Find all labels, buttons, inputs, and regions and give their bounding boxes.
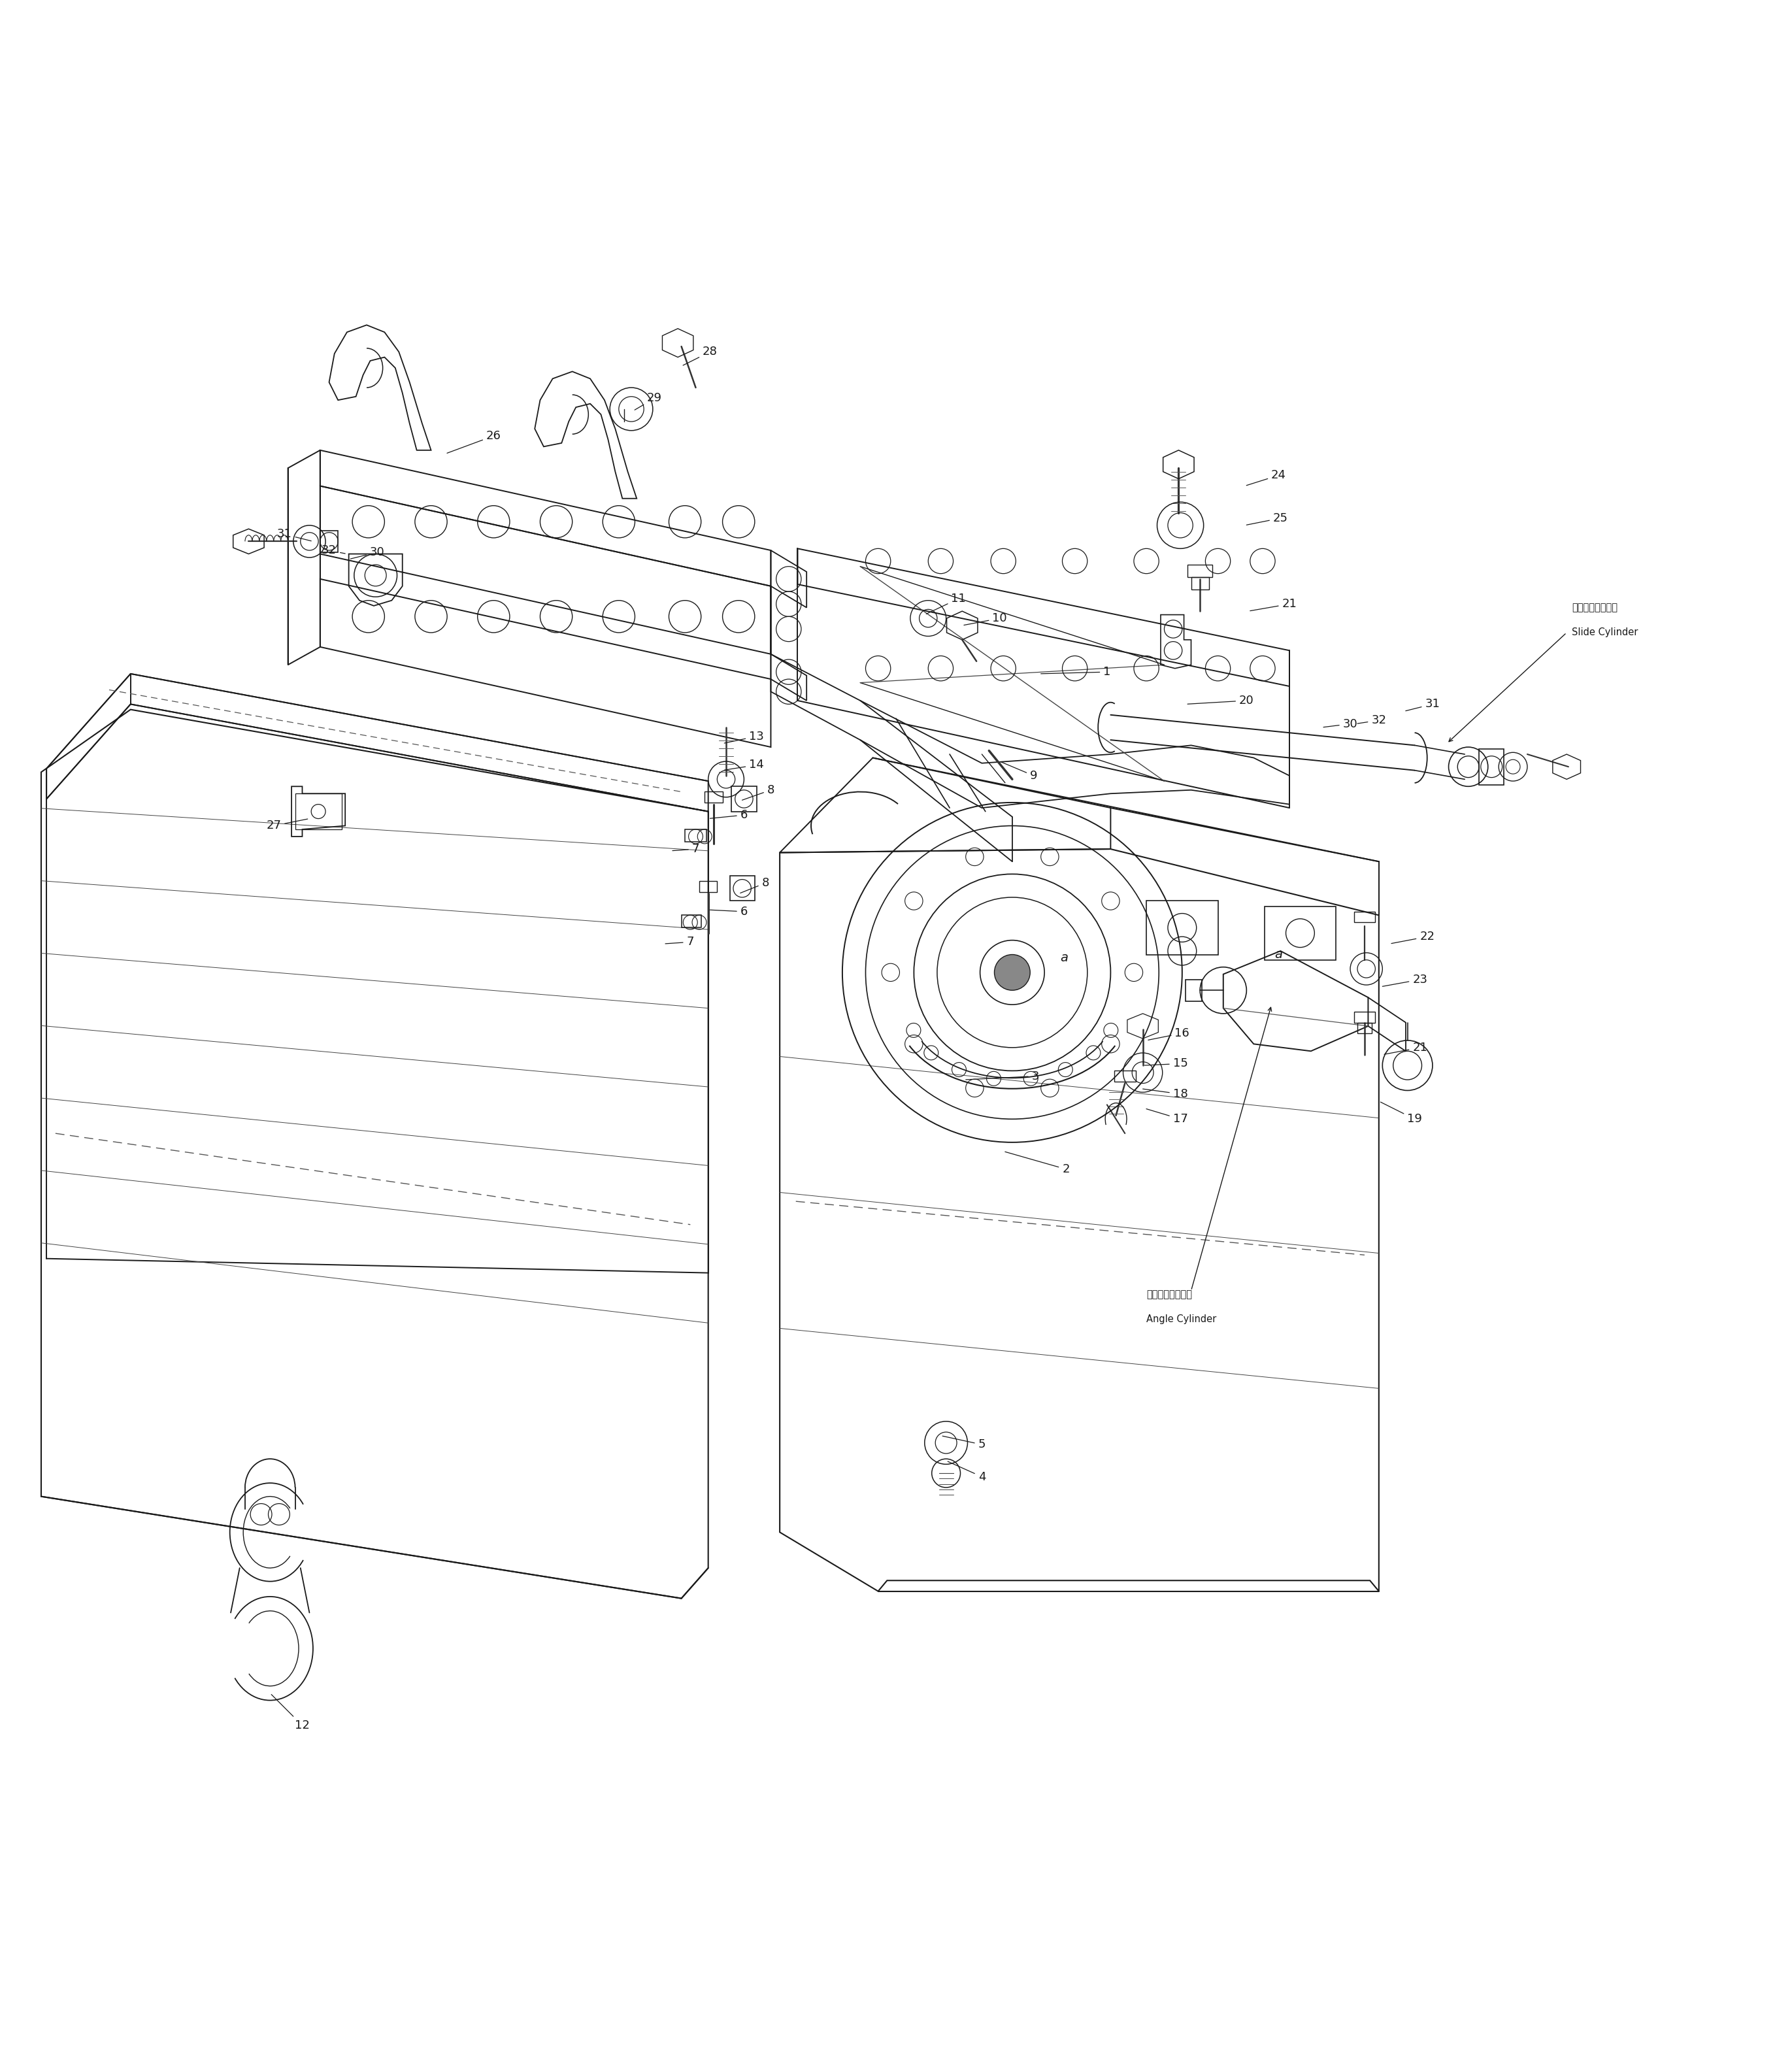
Text: 30: 30 (351, 546, 385, 558)
Bar (1192, 577, 1210, 589)
Text: 4: 4 (948, 1462, 986, 1483)
Text: 21: 21 (1251, 597, 1297, 611)
Bar (296, 793, 342, 830)
Text: 31: 31 (1405, 697, 1441, 712)
Text: 13: 13 (724, 730, 763, 742)
Text: 6: 6 (710, 810, 747, 820)
Text: 21: 21 (1383, 1041, 1428, 1055)
Text: a: a (1274, 949, 1283, 961)
Text: 26: 26 (446, 429, 502, 454)
Text: 7: 7 (665, 937, 694, 949)
Text: 11: 11 (926, 593, 966, 614)
Bar (704, 791, 722, 802)
Text: 19: 19 (1380, 1102, 1423, 1125)
Text: 23: 23 (1382, 973, 1428, 986)
Text: 29: 29 (634, 393, 661, 409)
Text: 25: 25 (1247, 513, 1288, 526)
Text: 16: 16 (1149, 1027, 1190, 1041)
Bar (1357, 1022, 1371, 1033)
Text: 3: 3 (966, 1070, 1039, 1082)
Text: 2: 2 (1005, 1151, 1070, 1176)
Bar (1188, 564, 1213, 577)
Text: 24: 24 (1247, 470, 1287, 485)
Text: 31: 31 (278, 528, 312, 542)
Bar (1353, 912, 1374, 922)
Text: 8: 8 (742, 783, 774, 800)
Text: 32: 32 (321, 544, 346, 556)
Text: 7: 7 (672, 843, 699, 855)
Circle shape (995, 955, 1030, 990)
Text: Slide Cylinder: Slide Cylinder (1572, 628, 1638, 638)
Text: 12: 12 (271, 1695, 310, 1732)
Text: 5: 5 (943, 1436, 986, 1450)
Bar (699, 881, 717, 892)
Bar (1353, 1012, 1374, 1022)
Text: 1: 1 (1041, 667, 1111, 677)
Text: 17: 17 (1147, 1108, 1188, 1125)
Text: 9: 9 (1002, 763, 1038, 781)
Text: 18: 18 (1143, 1088, 1188, 1100)
Text: 14: 14 (724, 759, 763, 771)
Text: 10: 10 (964, 611, 1007, 626)
Text: アングルシリンダ: アングルシリンダ (1147, 1290, 1192, 1299)
Text: 6: 6 (710, 906, 747, 918)
Text: 15: 15 (1145, 1057, 1188, 1070)
Text: 28: 28 (683, 346, 717, 366)
Text: 30: 30 (1324, 718, 1358, 730)
Text: 22: 22 (1391, 930, 1435, 943)
Bar (1265, 906, 1337, 959)
Text: スライドシリンダ: スライドシリンダ (1572, 603, 1618, 614)
Text: 8: 8 (740, 877, 769, 894)
Text: 27: 27 (267, 818, 308, 832)
Bar (1115, 1072, 1136, 1082)
Text: a: a (1061, 951, 1068, 965)
Text: 32: 32 (1357, 714, 1387, 726)
Text: 20: 20 (1188, 695, 1254, 706)
Bar (1147, 902, 1219, 955)
Text: Angle Cylinder: Angle Cylinder (1147, 1315, 1217, 1325)
